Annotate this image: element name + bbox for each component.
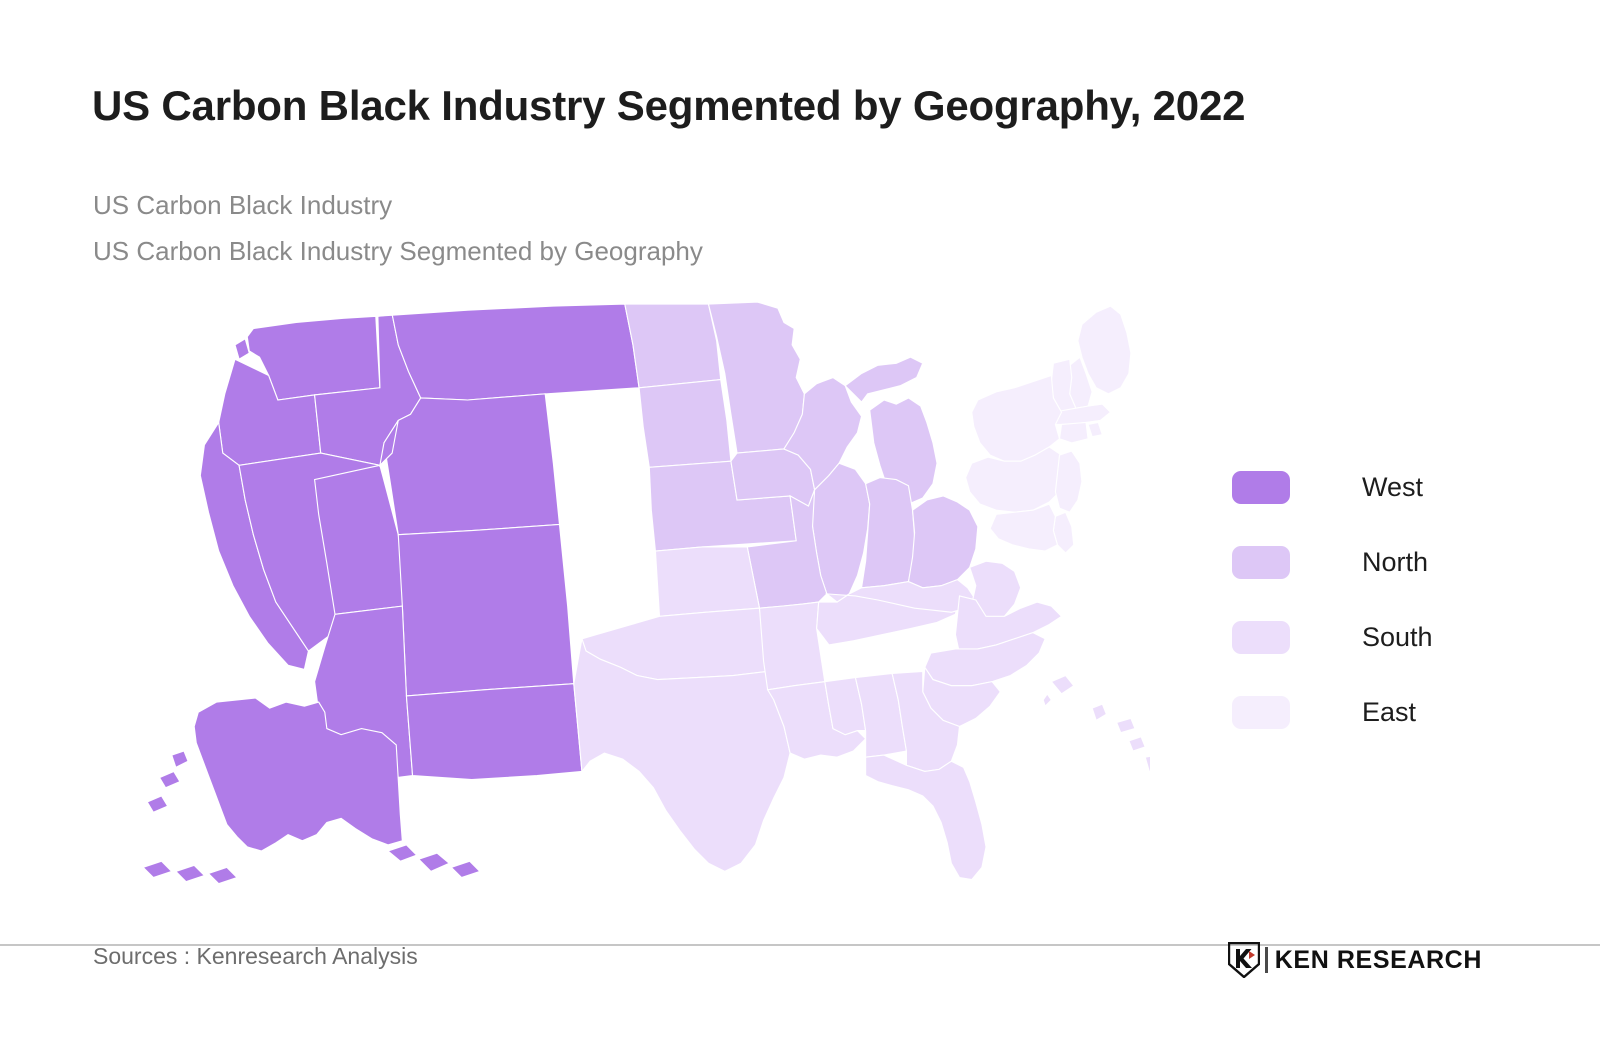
state-ohio[interactable] bbox=[907, 495, 979, 589]
map-legend: West North South East bbox=[1232, 450, 1532, 750]
map-svg bbox=[142, 301, 1150, 885]
state-kansas[interactable] bbox=[654, 546, 761, 617]
legend-swatch-north bbox=[1232, 546, 1290, 579]
ken-k-shield-icon bbox=[1227, 942, 1260, 978]
legend-label-south: South bbox=[1362, 622, 1433, 652]
state-delaware[interactable] bbox=[1052, 511, 1075, 554]
state-florida[interactable] bbox=[865, 754, 987, 881]
legend-swatch-west bbox=[1232, 471, 1290, 504]
state-kentucky[interactable] bbox=[825, 578, 977, 613]
state-rhodeisland[interactable] bbox=[1087, 421, 1104, 438]
state-newjersey[interactable] bbox=[1054, 450, 1083, 513]
legend-swatch-south bbox=[1232, 621, 1290, 654]
state-northdakota[interactable] bbox=[624, 303, 722, 389]
footer-divider bbox=[0, 944, 1600, 946]
brand-divider bbox=[1264, 947, 1268, 973]
legend-label-east: East bbox=[1362, 697, 1417, 727]
state-maryland[interactable] bbox=[989, 503, 1059, 552]
legend-label-west: West bbox=[1362, 472, 1424, 502]
map-states bbox=[142, 301, 1150, 885]
legend-swatch-east bbox=[1232, 696, 1290, 729]
legend-label-north: North bbox=[1362, 547, 1429, 577]
state-hawaii[interactable] bbox=[1042, 674, 1150, 798]
state-newyork[interactable] bbox=[971, 374, 1063, 462]
legend-item-north[interactable]: North bbox=[1232, 525, 1532, 600]
legend-item-west[interactable]: West bbox=[1232, 450, 1532, 525]
us-choropleth-map[interactable] bbox=[120, 300, 1150, 900]
state-wisconsin[interactable] bbox=[783, 376, 863, 491]
state-michigan[interactable] bbox=[844, 356, 938, 505]
state-maine[interactable] bbox=[1077, 305, 1132, 395]
brand-logo[interactable]: KEN RESEARCH bbox=[1227, 940, 1482, 980]
brand-name: KEN RESEARCH bbox=[1274, 945, 1482, 974]
state-wyoming[interactable] bbox=[383, 393, 561, 536]
state-montana[interactable] bbox=[375, 303, 640, 401]
legend-item-east[interactable]: East bbox=[1232, 675, 1532, 750]
legend-item-south[interactable]: South bbox=[1232, 600, 1532, 675]
subtitle-line-1: US Carbon Black Industry bbox=[93, 190, 393, 220]
state-connecticut[interactable] bbox=[1058, 421, 1089, 444]
state-newmexico[interactable] bbox=[405, 683, 583, 781]
page-title: US Carbon Black Industry Segmented by Ge… bbox=[92, 82, 1246, 129]
state-arkansas[interactable] bbox=[758, 601, 826, 691]
state-indiana[interactable] bbox=[860, 476, 916, 589]
source-note: Sources : Kenresearch Analysis bbox=[93, 943, 418, 969]
state-colorado[interactable] bbox=[397, 523, 575, 697]
subtitle-line-2: US Carbon Black Industry Segmented by Ge… bbox=[93, 236, 703, 266]
state-alaska[interactable] bbox=[142, 697, 481, 885]
subtitle-block: US Carbon Black Industry US Carbon Black… bbox=[93, 182, 703, 274]
state-texas[interactable] bbox=[573, 638, 791, 873]
state-southdakota[interactable] bbox=[638, 378, 732, 468]
